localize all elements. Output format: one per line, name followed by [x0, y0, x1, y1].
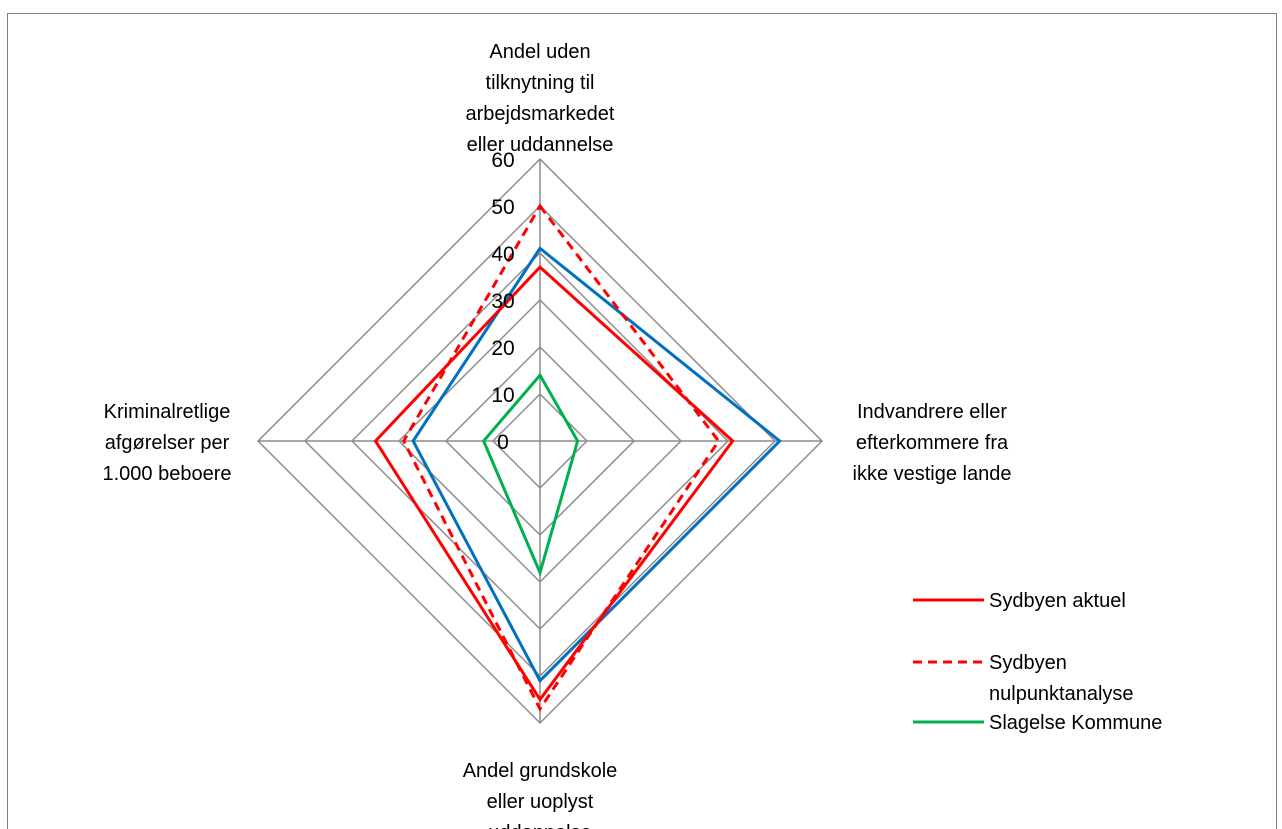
axis-label: 1.000 beboere [102, 463, 231, 485]
tick-label: 30 [491, 290, 514, 313]
tick-label: 40 [491, 243, 514, 266]
radar-axis-labels: Andel uden tilknytning til arbejdsmarkedet… [102, 41, 1011, 829]
axis-label: eller uddannelse [467, 134, 614, 156]
axis-label: Indvandrere eller [857, 401, 1007, 423]
axis-label: Andel grundskole [463, 760, 618, 782]
series-line [481, 372, 580, 578]
legend-label: Sydbyen [989, 652, 1067, 674]
axis-label: uddannelse [488, 822, 591, 829]
tick-label: 0 [497, 431, 509, 454]
legend-label: Sydbyen aktuel [989, 590, 1126, 612]
axis-label: afgørelser per [105, 432, 230, 454]
axis-label: arbejdsmarkedet [466, 103, 615, 125]
legend-label: Slagelse Kommune [989, 712, 1162, 734]
axis-label: eller uoplyst [487, 791, 594, 813]
series-line [373, 265, 735, 703]
tick-label: 60 [491, 149, 514, 172]
chart-frame [7, 13, 1277, 829]
radar-series [373, 203, 782, 712]
axis-label: ikke vestige lande [853, 463, 1012, 485]
tick-label: 10 [491, 384, 514, 407]
chart-legend: Sydbyen aktuel Sydbyen nulpunktanalyse Slag… [913, 590, 1162, 734]
radar-tick-labels: 0 10 20 30 40 50 60 [491, 149, 514, 454]
legend-label: nulpunktanalyse [989, 683, 1134, 705]
axis-label: Kriminalretlige [104, 401, 231, 423]
series-line [411, 246, 782, 684]
tick-label: 20 [491, 337, 514, 360]
tick-label: 50 [491, 196, 514, 219]
axis-label: efterkommere fra [856, 432, 1009, 454]
radar-grid [256, 157, 824, 725]
axis-label: Andel uden [489, 41, 590, 63]
axis-label: tilknytning til [486, 72, 595, 94]
